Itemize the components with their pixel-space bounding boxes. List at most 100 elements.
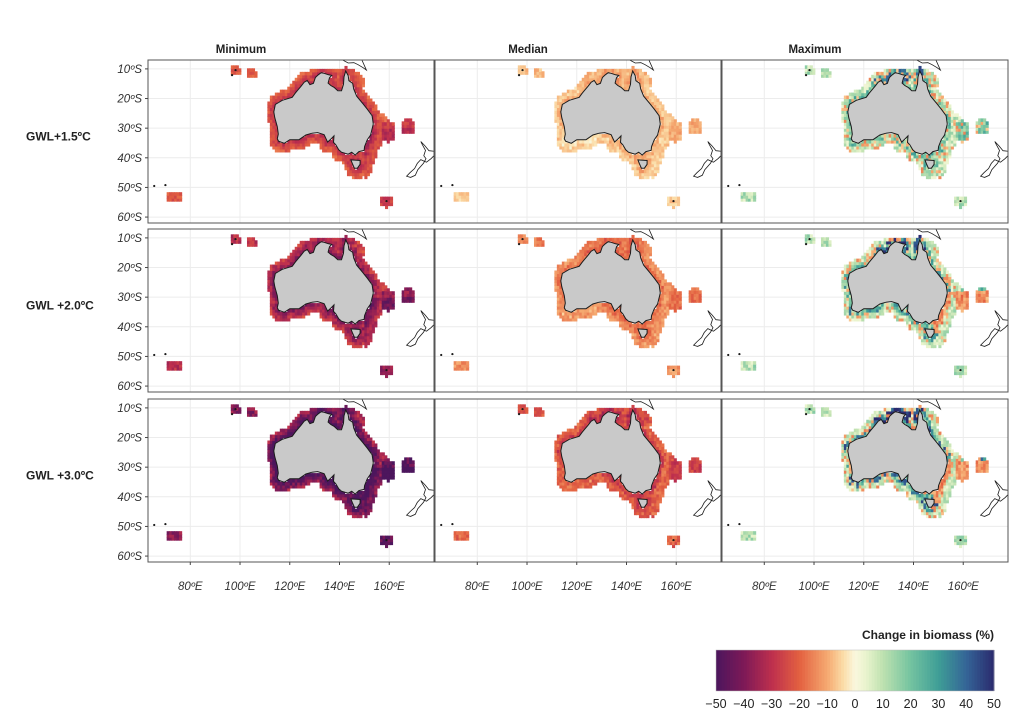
biomass-cell [389, 473, 393, 477]
biomass-cell [374, 151, 378, 156]
biomass-cell [586, 311, 590, 316]
biomass-cell [633, 332, 638, 337]
biomass-cell [361, 157, 365, 162]
biomass-cell [648, 163, 652, 168]
biomass-cell [940, 148, 944, 153]
biomass-cell [356, 172, 360, 177]
biomass-cell [958, 291, 962, 295]
biomass-cell [901, 314, 905, 319]
biomass-cell [379, 128, 383, 132]
biomass-cell [561, 131, 565, 135]
biomass-cell [371, 110, 375, 114]
biomass-cell [374, 142, 378, 147]
biomass-cell [374, 306, 378, 310]
biomass-cell [359, 89, 363, 94]
biomass-cell [825, 240, 830, 244]
biomass-cell [294, 422, 298, 427]
biomass-cell [928, 86, 932, 91]
biomass-cell [312, 246, 316, 251]
biomass-cell [171, 531, 175, 535]
biomass-cell [359, 169, 363, 174]
biomass-cell [676, 137, 680, 141]
biomass-cell [561, 125, 565, 129]
biomass-cell [166, 367, 170, 371]
biomass-cell [638, 407, 643, 412]
biomass-cell [873, 74, 877, 79]
biomass-cell [391, 137, 395, 141]
biomass-cell [525, 237, 529, 241]
biomass-cell [574, 258, 578, 263]
biomass-cell [965, 131, 969, 135]
biomass-cell [601, 306, 605, 310]
biomass-cell [384, 300, 388, 304]
biomass-cell [636, 172, 640, 177]
biomass-cell [566, 92, 570, 97]
biomass-cell [673, 128, 677, 132]
biomass-cell [624, 255, 628, 260]
biomass-cell [673, 309, 677, 313]
biomass-cell [371, 148, 375, 153]
biomass-cell [230, 240, 234, 244]
biomass-cell [943, 306, 947, 310]
biomass-cell [666, 113, 670, 117]
biomass-cell [267, 116, 271, 120]
biomass-cell [668, 125, 672, 129]
biomass-cell [359, 326, 363, 331]
biomass-cell [401, 121, 405, 125]
biomass-cell [935, 101, 939, 106]
biomass-cell [883, 243, 887, 248]
biomass-cell [903, 145, 907, 150]
biomass-cell [379, 464, 383, 468]
biomass-cell [339, 154, 343, 159]
biomass-cell [896, 134, 900, 138]
biomass-cell [361, 422, 365, 427]
biomass-cell [279, 258, 283, 263]
biomass-cell [520, 71, 524, 75]
biomass-cell [287, 261, 291, 266]
biomass-cell [653, 326, 657, 331]
biomass-cell [636, 502, 640, 507]
biomass-cell [935, 160, 939, 165]
biomass-cell [381, 458, 385, 462]
biomass-cell [933, 341, 937, 346]
biomass-cell [636, 505, 640, 510]
biomass-cell [596, 243, 600, 248]
biomass-cell [954, 371, 958, 376]
biomass-cell [364, 273, 368, 278]
biomass-cell [891, 237, 895, 242]
biomass-cell [179, 531, 183, 535]
biomass-cell [925, 175, 930, 180]
biomass-cell [369, 160, 373, 165]
biomass-cell [658, 493, 662, 498]
biomass-cell [958, 122, 962, 126]
biomass-cell [586, 419, 590, 424]
biomass-cell [861, 261, 865, 266]
biomass-cell [933, 338, 937, 343]
biomass-cell [267, 279, 271, 283]
biomass-cell [809, 240, 813, 244]
biomass-cell [453, 364, 457, 368]
biomass-cell [883, 246, 887, 251]
biomass-cell [955, 116, 959, 120]
biomass-cell [317, 71, 321, 76]
biomass-cell [641, 74, 645, 79]
biomass-cell [948, 314, 952, 319]
biomass-cell [356, 496, 360, 501]
biomass-cell [389, 306, 393, 310]
biomass-cell [676, 202, 681, 207]
biomass-cell [389, 291, 393, 295]
biomass-cell [292, 252, 296, 257]
biomass-cell [561, 95, 565, 100]
biomass-cell [312, 303, 316, 307]
biomass-cell [621, 80, 625, 85]
biomass-cell [641, 169, 645, 174]
biomass-cell [525, 68, 529, 72]
biomass-cell [361, 511, 365, 516]
biomass-cell [274, 484, 278, 489]
biomass-cell [230, 68, 234, 72]
biomass-cell [366, 508, 370, 513]
biomass-cell [626, 490, 630, 495]
biomass-cell [361, 335, 365, 340]
biomass-cell [351, 166, 356, 171]
biomass-cell [269, 104, 273, 109]
